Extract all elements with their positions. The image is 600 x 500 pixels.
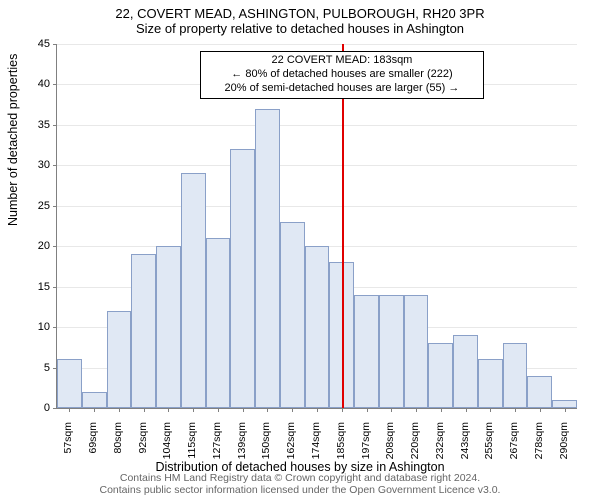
grid-line — [57, 125, 577, 126]
x-tick-label: 162sqm — [285, 422, 297, 472]
y-tick-label: 25 — [26, 200, 50, 212]
histogram-bar — [503, 343, 528, 408]
y-tick-label: 10 — [26, 321, 50, 333]
annotation-line3: 20% of semi-detached houses are larger (… — [207, 82, 477, 96]
x-tick-label: 57sqm — [62, 422, 74, 472]
histogram-bar — [181, 173, 206, 408]
y-tick-label: 0 — [26, 402, 50, 414]
histogram-bar — [354, 295, 379, 408]
histogram-bar — [280, 222, 305, 408]
x-tick-label: 255sqm — [483, 422, 495, 472]
x-tick-mark — [416, 408, 417, 412]
x-tick-label: 174sqm — [310, 422, 322, 472]
x-tick-label: 220sqm — [409, 422, 421, 472]
x-tick-mark — [565, 408, 566, 412]
y-tick-mark — [53, 44, 57, 45]
x-tick-mark — [94, 408, 95, 412]
x-tick-mark — [540, 408, 541, 412]
y-tick-label: 20 — [26, 240, 50, 252]
y-tick-mark — [53, 287, 57, 288]
histogram-bar — [230, 149, 255, 408]
y-tick-label: 5 — [26, 362, 50, 374]
x-tick-label: 267sqm — [508, 422, 520, 472]
histogram-bar — [379, 295, 404, 408]
histogram-bar — [206, 238, 231, 408]
x-tick-mark — [515, 408, 516, 412]
x-tick-mark — [193, 408, 194, 412]
y-tick-mark — [53, 84, 57, 85]
histogram-bar — [131, 254, 156, 408]
x-tick-mark — [292, 408, 293, 412]
histogram-bar — [478, 359, 503, 408]
x-tick-mark — [367, 408, 368, 412]
x-tick-mark — [218, 408, 219, 412]
x-tick-label: 232sqm — [434, 422, 446, 472]
x-tick-label: 92sqm — [137, 422, 149, 472]
x-tick-mark — [342, 408, 343, 412]
x-tick-label: 104sqm — [161, 422, 173, 472]
annotation-line1: 22 COVERT MEAD: 183sqm — [207, 54, 477, 68]
reference-line — [342, 44, 344, 408]
histogram-bar — [527, 376, 552, 408]
page-title-line2: Size of property relative to detached ho… — [0, 21, 600, 38]
x-tick-mark — [119, 408, 120, 412]
x-tick-label: 290sqm — [558, 422, 570, 472]
x-tick-label: 208sqm — [384, 422, 396, 472]
x-tick-mark — [466, 408, 467, 412]
x-tick-mark — [391, 408, 392, 412]
y-axis-label: Number of detached properties — [6, 54, 20, 226]
histogram-bar — [57, 359, 82, 408]
x-tick-mark — [144, 408, 145, 412]
x-tick-label: 185sqm — [335, 422, 347, 472]
histogram-bar — [82, 392, 107, 408]
x-tick-label: 197sqm — [360, 422, 372, 472]
grid-line — [57, 44, 577, 45]
y-tick-mark — [53, 327, 57, 328]
x-tick-label: 115sqm — [186, 422, 198, 472]
x-tick-mark — [317, 408, 318, 412]
y-tick-label: 35 — [26, 119, 50, 131]
y-tick-mark — [53, 125, 57, 126]
chart-area: 22 COVERT MEAD: 183sqm← 80% of detached … — [56, 44, 576, 408]
y-tick-mark — [53, 246, 57, 247]
annotation-line2: ← 80% of detached houses are smaller (22… — [207, 68, 477, 82]
x-tick-label: 278sqm — [533, 422, 545, 472]
histogram-bar — [255, 109, 280, 408]
footer-line2: Contains public sector information licen… — [0, 484, 600, 496]
histogram-bar — [453, 335, 478, 408]
histogram-bar — [107, 311, 132, 408]
y-tick-mark — [53, 206, 57, 207]
y-tick-label: 45 — [26, 38, 50, 50]
grid-line — [57, 206, 577, 207]
x-tick-mark — [168, 408, 169, 412]
y-tick-label: 15 — [26, 281, 50, 293]
footer-line1: Contains HM Land Registry data © Crown c… — [0, 472, 600, 484]
x-tick-mark — [267, 408, 268, 412]
grid-line — [57, 165, 577, 166]
histogram-bar — [552, 400, 577, 408]
histogram-bar — [428, 343, 453, 408]
histogram-bar — [404, 295, 429, 408]
y-tick-label: 40 — [26, 78, 50, 90]
plot-rect: 22 COVERT MEAD: 183sqm← 80% of detached … — [56, 44, 577, 409]
footer-attribution: Contains HM Land Registry data © Crown c… — [0, 472, 600, 496]
x-tick-mark — [441, 408, 442, 412]
y-tick-label: 30 — [26, 159, 50, 171]
x-tick-label: 69sqm — [87, 422, 99, 472]
x-tick-mark — [243, 408, 244, 412]
x-tick-label: 127sqm — [211, 422, 223, 472]
x-tick-mark — [490, 408, 491, 412]
x-tick-label: 243sqm — [459, 422, 471, 472]
page-title-line1: 22, COVERT MEAD, ASHINGTON, PULBOROUGH, … — [0, 0, 600, 21]
y-tick-mark — [53, 408, 57, 409]
y-tick-mark — [53, 165, 57, 166]
histogram-bar — [305, 246, 330, 408]
histogram-bar — [156, 246, 181, 408]
x-tick-label: 150sqm — [260, 422, 272, 472]
x-tick-label: 80sqm — [112, 422, 124, 472]
x-tick-mark — [69, 408, 70, 412]
x-tick-label: 139sqm — [236, 422, 248, 472]
annotation-box: 22 COVERT MEAD: 183sqm← 80% of detached … — [200, 51, 484, 98]
